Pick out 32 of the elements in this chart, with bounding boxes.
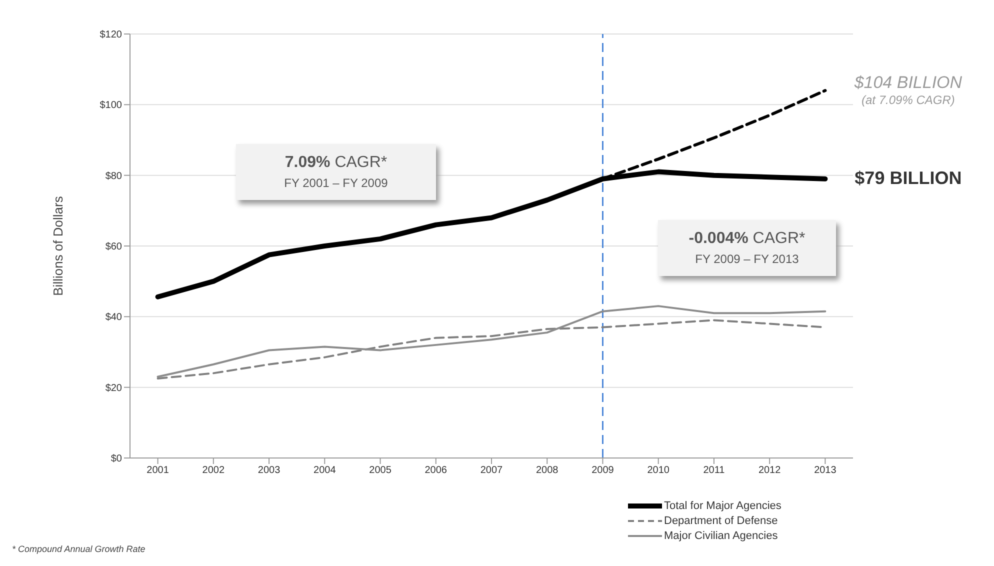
x-tick-label: 2003 <box>258 465 281 476</box>
x-tick-label: 2005 <box>369 465 392 476</box>
y-tick-label: $120 <box>100 30 122 41</box>
x-tick-label: 2001 <box>146 465 170 476</box>
callout-box: -0.004% CAGR* FY 2009 – FY 2013 <box>658 220 836 276</box>
x-tick-label: 2004 <box>314 465 336 476</box>
callout-box: 7.09% CAGR* FY 2001 – FY 2009 <box>236 144 436 200</box>
y-tick-label: $0 <box>110 454 122 465</box>
annotation: $79 BILLION <box>854 168 963 189</box>
x-tick-label: 2013 <box>814 465 837 476</box>
x-tick-label: 2009 <box>592 465 614 476</box>
text: * Compound Annual Growth Rate <box>12 544 146 554</box>
x-tick-label: 2006 <box>424 465 448 476</box>
x-tick-label: 2008 <box>536 465 559 476</box>
x-tick-label: 2007 <box>480 465 504 476</box>
line-series <box>156 305 826 378</box>
x-tick-label: 2011 <box>703 465 726 476</box>
y-axis-title: Billions of Dollars <box>50 196 66 296</box>
y-tick-label: $80 <box>105 170 122 182</box>
legend-label: Major Civilian Agencies <box>664 530 778 542</box>
y-tick-label: $40 <box>105 312 122 324</box>
annotation: -0.004% CAGR* FY 2009 – FY 2013 <box>688 230 806 266</box>
annotation: 7.09% CAGR* FY 2001 – FY 2009 <box>283 154 389 190</box>
y-tick-label: $20 <box>105 382 122 394</box>
x-tick-label: 2002 <box>202 465 225 476</box>
y-tick-label: $60 <box>105 242 122 253</box>
legend-label: Total for Major Agencies <box>664 500 782 512</box>
annotation: $104 BILLION (at 7.09% CAGR) <box>853 72 964 107</box>
legend-label: Department of Defense <box>664 514 778 526</box>
y-tick-label: $100 <box>100 100 122 112</box>
x-tick-label: 2010 <box>647 465 670 476</box>
x-tick-label: 2012 <box>758 465 782 476</box>
